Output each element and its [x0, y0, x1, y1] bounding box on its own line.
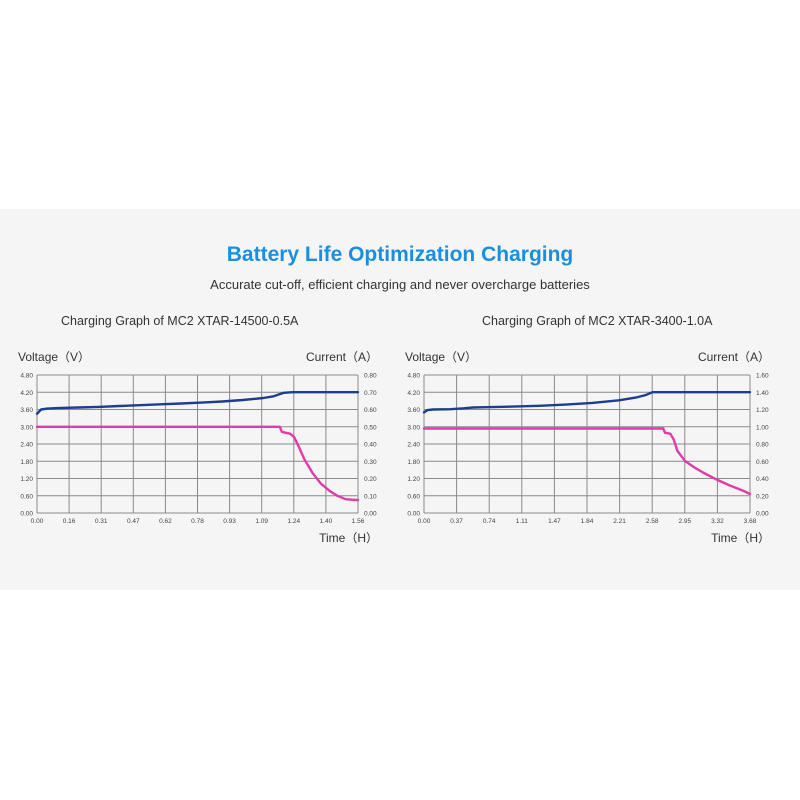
x-tick-label: 1.11	[516, 518, 529, 525]
current-series-line	[35, 425, 360, 502]
x-tick-label: 0.93	[223, 518, 236, 525]
y-tick-label: 3.00	[20, 424, 33, 431]
y2-tick-label: 0.40	[756, 476, 769, 483]
y-axis-title: Voltage（V）	[18, 350, 90, 364]
y2-axis-title: Current（A）	[306, 350, 378, 364]
y-tick-label: 1.80	[407, 459, 420, 466]
y-tick-label: 4.80	[20, 373, 33, 380]
y-tick-label: 4.20	[407, 390, 420, 397]
x-axis-title: Time（H）	[319, 531, 378, 545]
x-tick-label: 2.95	[678, 518, 691, 525]
y2-tick-label: 1.20	[756, 407, 769, 414]
y2-tick-label: 0.00	[756, 511, 769, 518]
y2-tick-label: 0.70	[364, 390, 377, 397]
y-tick-label: 1.20	[407, 476, 420, 483]
y-tick-label: 3.60	[20, 407, 33, 414]
y-tick-label: 0.00	[407, 511, 420, 518]
chart-2: Voltage（V） Current（A） Time（H） 0.00 0.37 0.74 1…	[405, 350, 770, 545]
x-tick-label: 0.37	[450, 518, 463, 525]
y2-tick-label: 0.60	[364, 407, 377, 414]
y-tick-label: 0.00	[20, 511, 33, 518]
x-tick-label: 3.32	[711, 518, 724, 525]
y-tick-label: 4.80	[407, 373, 420, 380]
current-series-line	[422, 427, 752, 496]
y-tick-label: 0.60	[407, 493, 420, 500]
x-tick-label: 1.47	[548, 518, 561, 525]
x-tick-label: 1.24	[287, 518, 300, 525]
y2-tick-label: 0.80	[364, 373, 377, 380]
y2-tick-label: 1.00	[756, 424, 769, 431]
y2-tick-label: 0.80	[756, 442, 769, 449]
x-tick-label: 1.40	[320, 518, 333, 525]
voltage-series-line	[35, 391, 360, 416]
y-tick-label: 3.60	[407, 407, 420, 414]
x-tick-label: 1.84	[581, 518, 594, 525]
x-tick-label: 2.21	[613, 518, 626, 525]
y2-tick-label: 0.20	[364, 476, 377, 483]
x-tick-label: 0.16	[63, 518, 76, 525]
y2-tick-label: 1.40	[756, 390, 769, 397]
x-tick-label: 3.68	[744, 518, 757, 525]
y2-tick-label: 0.60	[756, 459, 769, 466]
chart-1-title: Charging Graph of MC2 XTAR-14500-0.5A	[61, 314, 299, 328]
y2-tick-label: 0.00	[364, 511, 377, 518]
y2-tick-label: 0.20	[756, 493, 769, 500]
x-tick-label: 1.56	[352, 518, 365, 525]
voltage-series-line	[422, 391, 752, 414]
y-tick-label: 2.40	[407, 442, 420, 449]
x-axis-title: Time（H）	[711, 531, 770, 545]
y2-tick-label: 0.50	[364, 424, 377, 431]
x-tick-label: 1.09	[255, 518, 268, 525]
y2-tick-label: 0.10	[364, 493, 377, 500]
y2-tick-label: 0.40	[364, 442, 377, 449]
x-tick-label: 0.31	[95, 518, 108, 525]
x-tick-label: 0.62	[159, 518, 172, 525]
y-tick-label: 3.00	[407, 424, 420, 431]
y-axis-title: Voltage（V）	[405, 350, 477, 364]
x-tick-label: 0.00	[418, 518, 431, 525]
y2-tick-label: 0.30	[364, 459, 377, 466]
chart-1: Voltage（V） Current（A） Time（H） 0.00 0.16 0.31 0…	[18, 350, 378, 545]
x-tick-label: 0.47	[127, 518, 140, 525]
y-tick-label: 4.20	[20, 390, 33, 397]
x-tick-label: 2.58	[646, 518, 659, 525]
x-tick-label: 0.00	[31, 518, 44, 525]
y-tick-label: 2.40	[20, 442, 33, 449]
y2-tick-label: 1.60	[756, 373, 769, 380]
x-tick-label: 0.78	[191, 518, 204, 525]
chart-2-title: Charging Graph of MC2 XTAR-3400-1.0A	[482, 314, 713, 328]
y-tick-label: 1.80	[20, 459, 33, 466]
y-tick-label: 0.60	[20, 493, 33, 500]
x-tick-label: 0.74	[483, 518, 496, 525]
y2-axis-title: Current（A）	[698, 350, 770, 364]
y-tick-label: 1.20	[20, 476, 33, 483]
page-title: Battery Life Optimization Charging	[226, 243, 574, 266]
page-subtitle: Accurate cut-off, efficient charging and…	[210, 277, 590, 292]
